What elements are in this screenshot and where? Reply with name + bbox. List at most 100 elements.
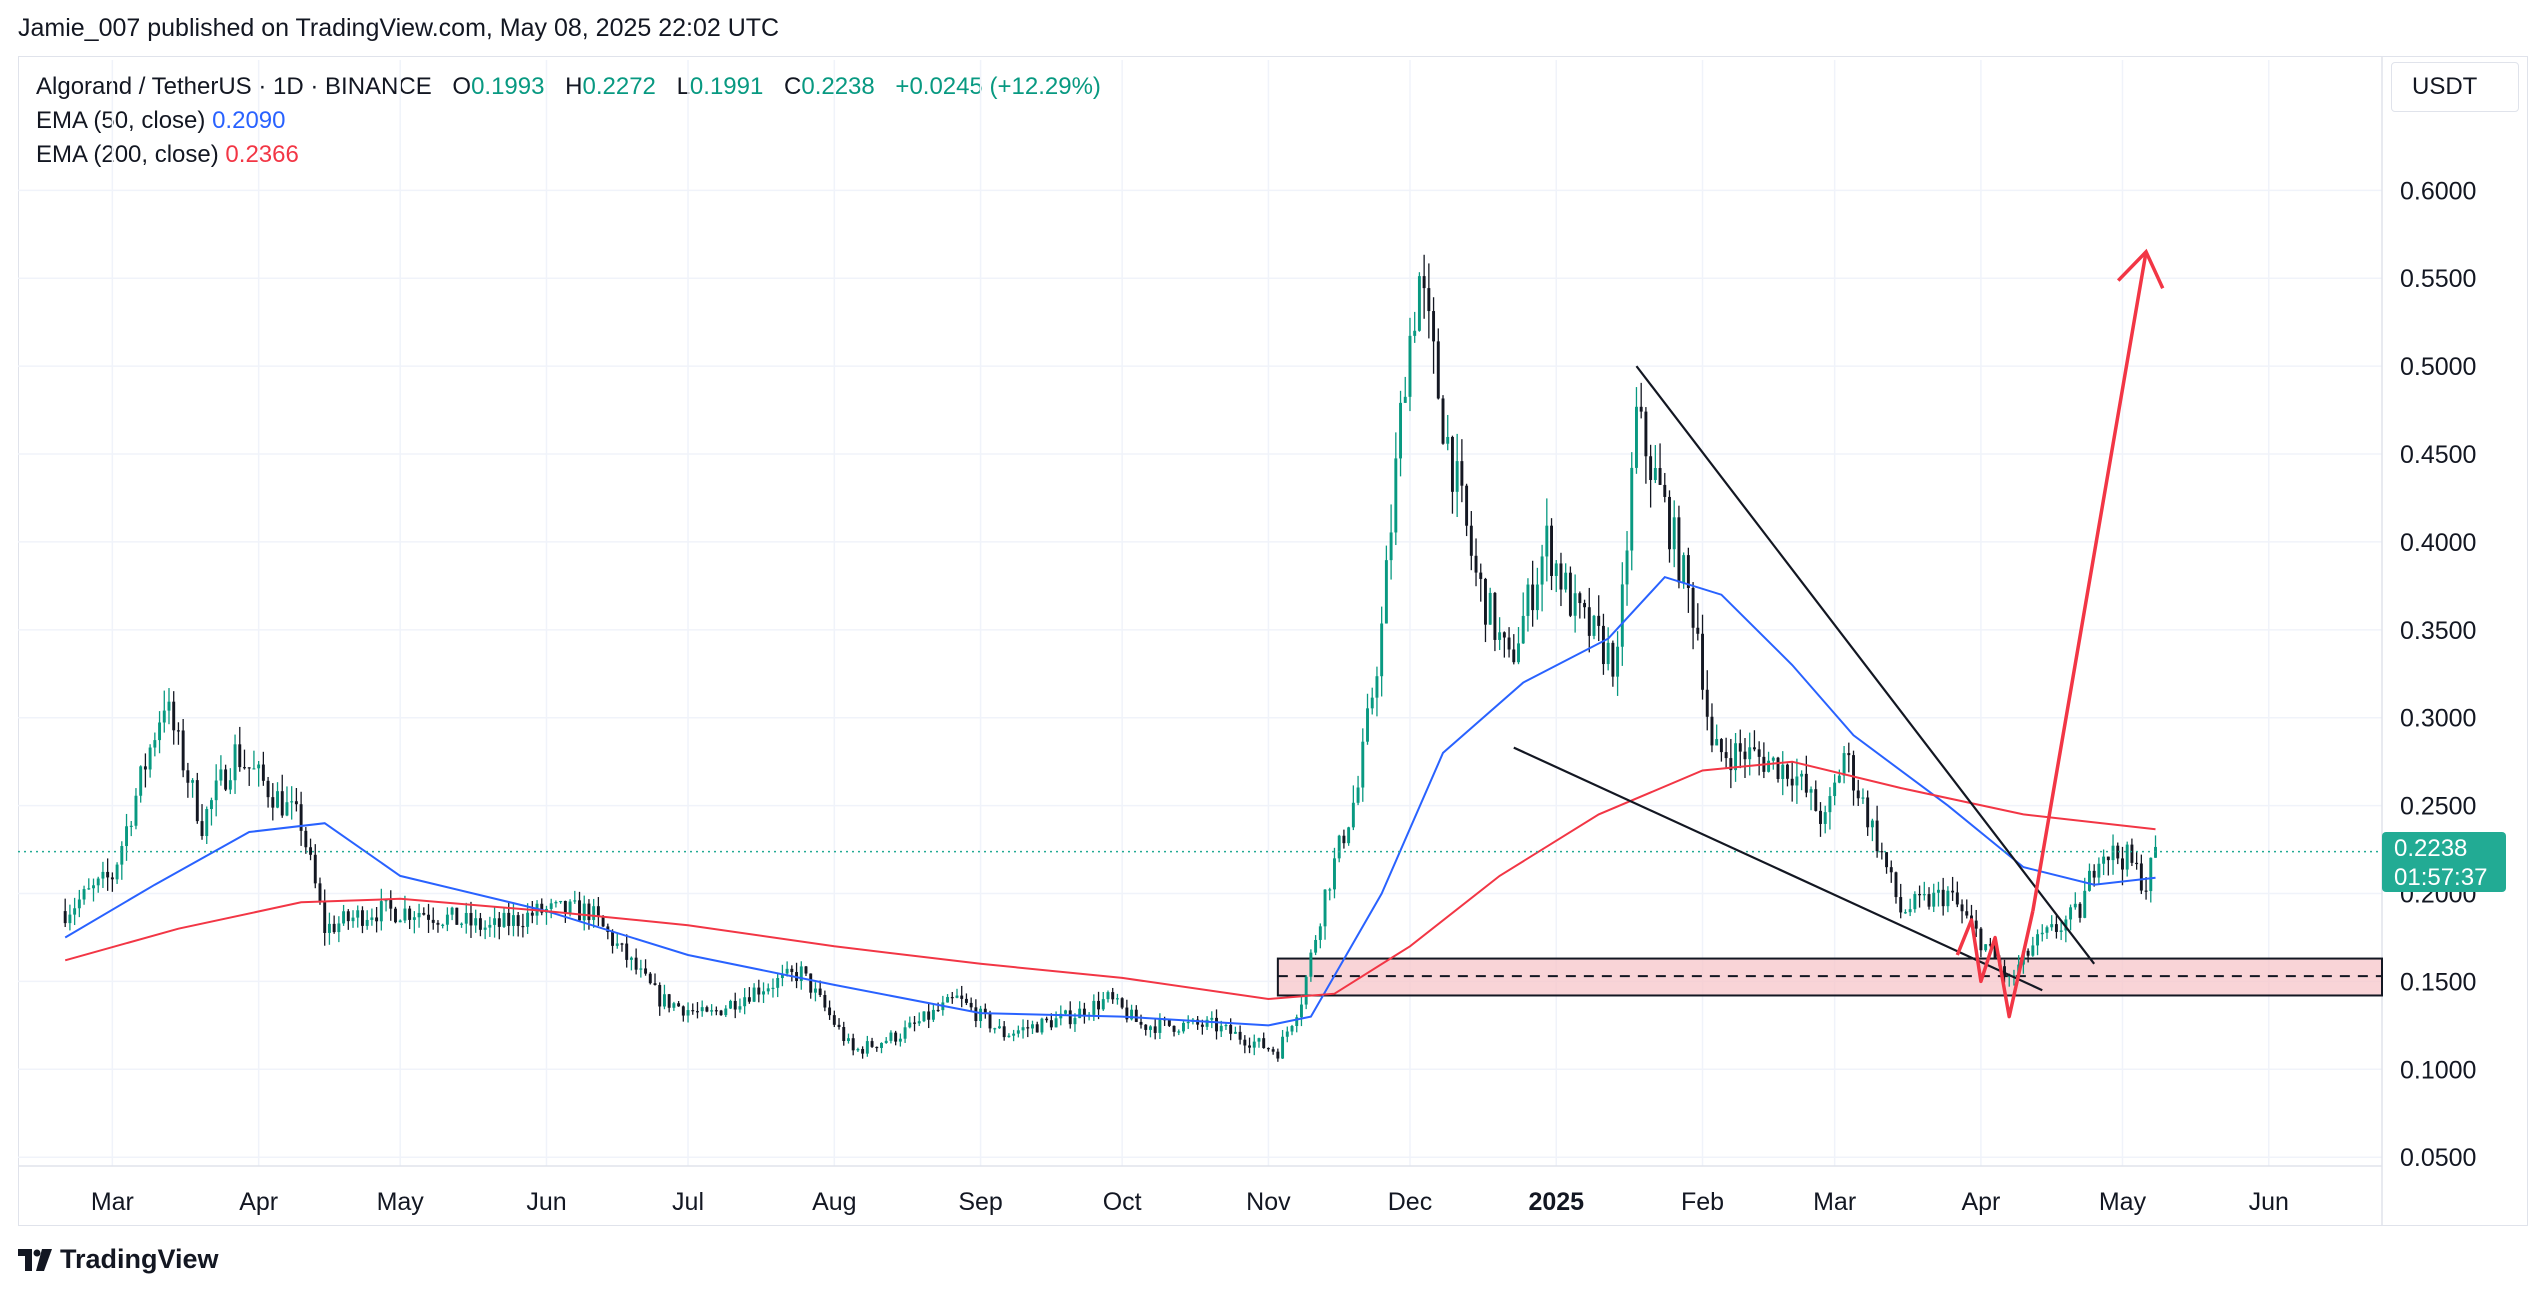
candle-body [634,957,638,970]
currency-unit-button[interactable]: USDT [2391,62,2519,112]
candle-body [1172,1025,1176,1032]
candle-body [662,994,666,1007]
x-tick-label: Dec [1388,1188,1432,1216]
candle-body [1347,827,1351,844]
candle-body [1677,517,1681,583]
candle-body [474,918,478,926]
candle-body [1658,468,1662,485]
candle-body [1564,572,1568,590]
candle-body [950,997,954,999]
candle-body [615,943,619,946]
candle-body [1484,578,1487,625]
candle-body [1526,584,1530,616]
candle-body [554,902,558,904]
publisher-line: Jamie_007 published on TradingView.com, … [18,14,780,42]
candle-body [2125,844,2129,870]
ema200-row[interactable]: EMA (200, close) 0.2366 [36,138,1101,172]
candle-body [894,1032,898,1042]
candle-body [323,902,327,933]
candle-body [342,911,346,924]
candle-body [1705,689,1709,717]
candle-body [983,1008,987,1013]
candle-body [1502,632,1506,638]
candle-body [856,1048,860,1051]
candle-body [587,903,591,921]
candle-body [993,1028,997,1030]
candle-body [422,912,426,915]
candle-body [120,846,124,865]
candle-body [1097,1000,1101,1010]
candle-body [672,1003,676,1008]
candle-body [1639,406,1643,412]
drawing-tools [1513,248,2165,1019]
candle-body [908,1022,912,1028]
candle-body [1182,1022,1185,1032]
candle-body [1965,911,1969,916]
candle-body [1134,1009,1138,1022]
candle-body [549,903,553,909]
candle-body [1545,525,1549,557]
x-axis: Mar Apr May Jun Jul Aug Sep Oct Nov Dec 2025 Feb Mar… [91,1188,2289,1216]
candle-body [568,901,572,914]
ema50-row[interactable]: EMA (50, close) 0.2090 [36,104,1101,138]
candle-body [2111,845,2115,861]
candle-body [1606,642,1610,665]
candle-body [1465,485,1469,526]
close-label: C [784,73,802,100]
tradingview-logo[interactable]: TradingView [18,1244,219,1275]
candle-body [96,878,100,886]
y-axis: 0.6000 0.5500 0.5000 0.4500 0.4000 0.3500 0.30… [2400,177,2476,1172]
symbol-title[interactable]: Algorand / TetherUS · 1D · BINANCE [36,73,432,100]
candle-body [351,917,355,922]
candle-body [1507,637,1511,650]
candle-body [563,900,567,914]
candle-body [1394,458,1398,533]
candle-body [304,830,308,848]
candle-body [1918,894,1922,896]
candle-body [365,919,369,926]
candle-body [847,1038,850,1042]
candle-body [1946,890,1950,907]
candle-body [408,908,412,920]
support-zone [1276,957,2383,997]
candle-body [143,766,147,770]
y-tick-label: 0.5000 [2400,353,2476,381]
candle-body [648,973,652,984]
candle-body [1200,1024,1204,1027]
candle-body [1469,525,1473,556]
candlesticks [63,254,2157,1062]
candle-body [1016,1030,1020,1034]
candle-body [530,912,534,916]
candle-body [228,780,232,790]
candle-body [1224,1024,1228,1027]
candle-body [1743,751,1747,760]
candle-body [162,710,166,723]
target-arrow-shaft [2031,251,2148,912]
bar-countdown: 01:57:37 [2394,864,2488,891]
candle-body [809,973,813,993]
candle-body [252,768,256,770]
candle-body [1361,741,1365,788]
candle-body [1767,760,1771,772]
candle-body [73,908,77,915]
candle-body [677,1003,681,1007]
candle-body [1177,1031,1181,1033]
candle-body [1455,461,1459,492]
candle-body [1861,797,1865,799]
tradingview-logo-icon [18,1248,52,1271]
candle-body [1847,753,1851,756]
candle-body [1894,872,1898,898]
candle-body [1021,1027,1025,1031]
candle-body [106,871,110,878]
candle-body [1927,894,1931,907]
candle-body [946,997,950,1003]
candle-body [1644,411,1648,457]
candle-body [507,912,511,926]
candle-body [2116,845,2120,859]
candle-body [1635,406,1638,468]
candle-body [1219,1025,1223,1032]
candle-body [2073,903,2077,908]
y-tick-label: 0.4500 [2400,441,2476,469]
candle-body [1583,603,1587,608]
